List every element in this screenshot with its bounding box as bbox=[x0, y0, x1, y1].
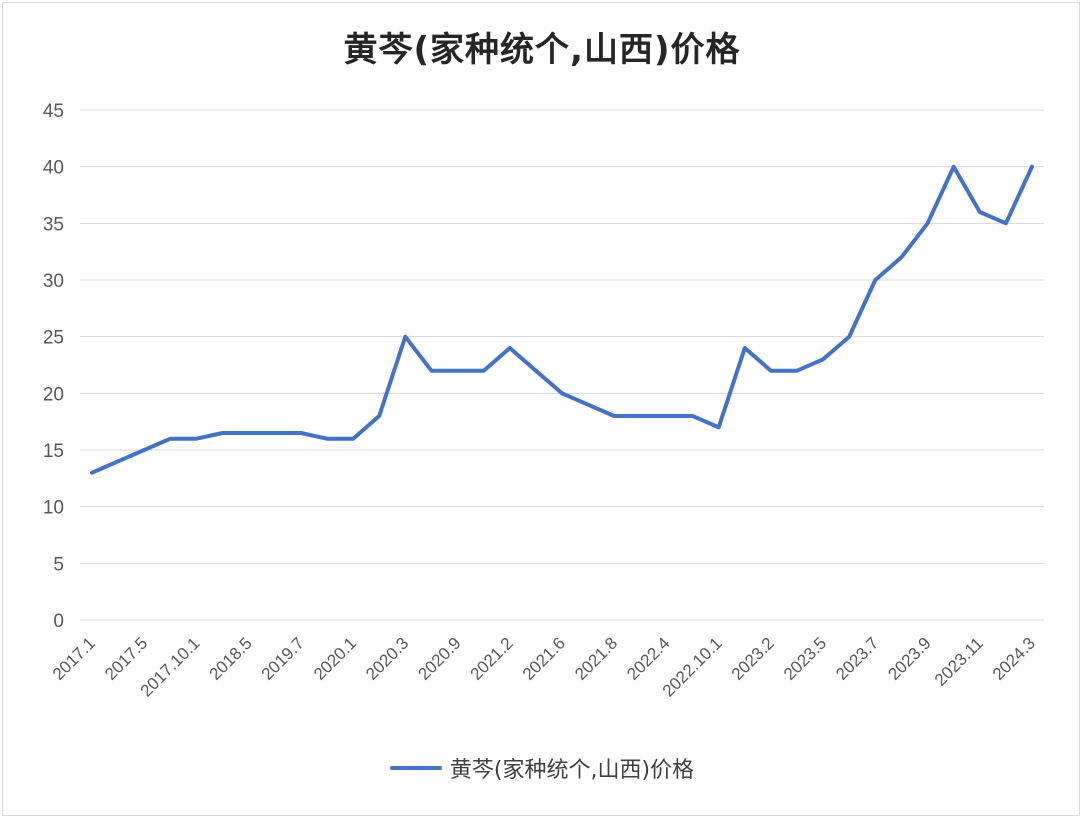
x-tick-label: 2020.9 bbox=[414, 634, 464, 684]
x-tick-label: 2021.6 bbox=[519, 634, 569, 684]
y-tick-label: 40 bbox=[43, 158, 64, 179]
y-tick-label: 15 bbox=[43, 441, 64, 462]
legend: 黄芩(家种统个,山西)价格 bbox=[0, 752, 1084, 784]
x-tick-label: 2023.11 bbox=[931, 634, 987, 690]
x-tick-label: 2017.5 bbox=[101, 634, 151, 684]
legend-swatch bbox=[389, 766, 442, 770]
y-tick-label: 5 bbox=[53, 554, 64, 575]
x-tick-label: 2021.8 bbox=[571, 634, 621, 684]
y-tick-label: 0 bbox=[53, 611, 64, 632]
x-tick-label: 2022.4 bbox=[623, 634, 673, 684]
y-tick-label: 45 bbox=[43, 101, 64, 122]
x-tick-label: 2017.1 bbox=[49, 634, 99, 684]
chart-title: 黄芩(家种统个,山西)价格 bbox=[343, 30, 741, 70]
x-tick-label: 2019.7 bbox=[258, 634, 308, 684]
x-tick-label: 2020.1 bbox=[310, 634, 360, 684]
legend-label: 黄芩(家种统个,山西)价格 bbox=[449, 758, 695, 783]
x-tick-label: 2023.7 bbox=[832, 634, 882, 684]
x-tick-label: 2023.2 bbox=[728, 634, 778, 684]
x-tick-label: 2023.9 bbox=[884, 634, 934, 684]
x-tick-label: 2021.2 bbox=[467, 634, 517, 684]
y-tick-label: 20 bbox=[43, 384, 64, 405]
x-tick-label: 2020.3 bbox=[362, 634, 412, 684]
y-tick-label: 10 bbox=[43, 498, 64, 519]
series-layer bbox=[90, 164, 1034, 475]
y-tick-label: 35 bbox=[43, 214, 64, 235]
y-tick-label: 25 bbox=[43, 328, 64, 349]
x-tick-label: 2023.5 bbox=[780, 634, 830, 684]
series-line bbox=[90, 164, 1034, 475]
y-axis-ticks: 0 5 10 15 20 25 30 35 40 45 bbox=[43, 101, 64, 632]
y-tick-label: 30 bbox=[43, 271, 64, 292]
x-tick-label: 2018.5 bbox=[206, 634, 256, 684]
x-tick-label: 2024.3 bbox=[989, 634, 1039, 684]
gridlines bbox=[80, 109, 1044, 621]
